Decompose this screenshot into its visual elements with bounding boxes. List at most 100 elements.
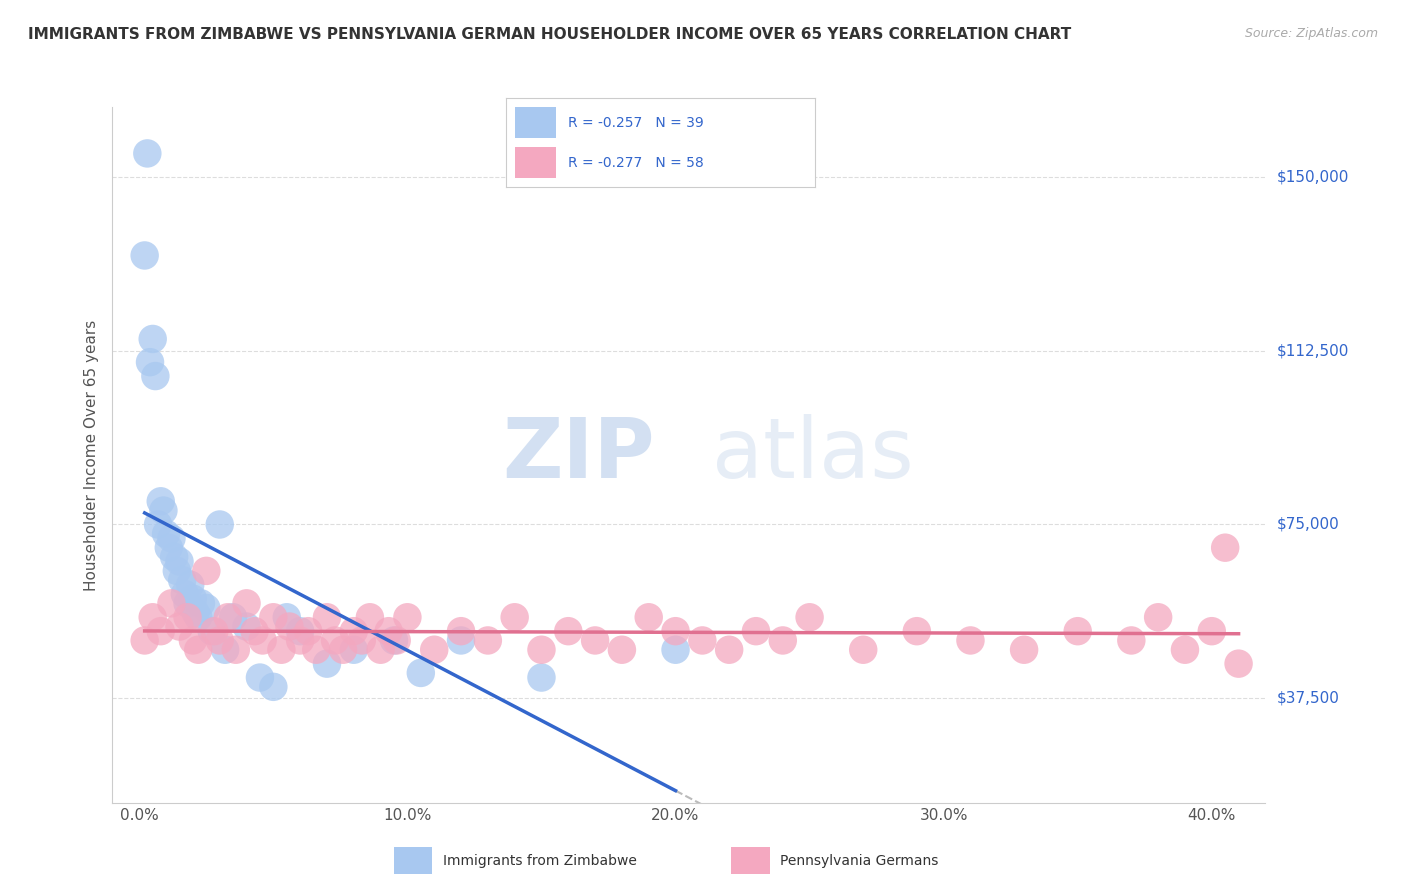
FancyBboxPatch shape	[516, 107, 555, 138]
Point	[905, 624, 928, 639]
Text: $37,500: $37,500	[1277, 691, 1340, 706]
Point	[316, 610, 339, 624]
Point	[772, 633, 794, 648]
Point	[160, 596, 183, 610]
Point	[637, 610, 659, 624]
Point	[692, 633, 714, 648]
Point	[278, 619, 301, 633]
Point	[173, 587, 195, 601]
Point	[1147, 610, 1170, 624]
Point	[288, 624, 311, 639]
Point	[201, 624, 224, 639]
Point	[450, 624, 472, 639]
Point	[332, 642, 354, 657]
Point	[169, 619, 191, 633]
Point	[134, 248, 156, 262]
Point	[187, 642, 209, 657]
Point	[409, 665, 432, 680]
Point	[166, 564, 188, 578]
Point	[214, 642, 236, 657]
Point	[323, 633, 346, 648]
Point	[370, 642, 392, 657]
Point	[176, 596, 198, 610]
Point	[530, 671, 553, 685]
Text: $112,500: $112,500	[1277, 343, 1348, 358]
Point	[359, 610, 381, 624]
Point	[235, 619, 257, 633]
Point	[202, 624, 225, 639]
Point	[195, 564, 218, 578]
Point	[350, 633, 373, 648]
Text: Immigrants from Zimbabwe: Immigrants from Zimbabwe	[443, 854, 637, 868]
Point	[225, 642, 247, 657]
Text: ZIP: ZIP	[502, 415, 654, 495]
Point	[249, 671, 271, 685]
Text: R = -0.277   N = 58: R = -0.277 N = 58	[568, 156, 704, 170]
Point	[243, 624, 266, 639]
Point	[149, 624, 172, 639]
Point	[252, 633, 274, 648]
Text: $150,000: $150,000	[1277, 169, 1348, 184]
Point	[136, 146, 159, 161]
Point	[316, 657, 339, 671]
Point	[160, 532, 183, 546]
Point	[142, 332, 165, 346]
Point	[184, 606, 207, 620]
Y-axis label: Householder Income Over 65 years: Householder Income Over 65 years	[83, 319, 98, 591]
Point	[610, 642, 633, 657]
Point	[187, 610, 209, 624]
Point	[583, 633, 606, 648]
Point	[799, 610, 821, 624]
Point	[139, 355, 162, 369]
Point	[852, 642, 875, 657]
Text: IMMIGRANTS FROM ZIMBABWE VS PENNSYLVANIA GERMAN HOUSEHOLDER INCOME OVER 65 YEARS: IMMIGRANTS FROM ZIMBABWE VS PENNSYLVANIA…	[28, 27, 1071, 42]
Point	[262, 680, 284, 694]
Point	[222, 610, 245, 624]
FancyBboxPatch shape	[731, 847, 770, 874]
Point	[276, 610, 298, 624]
Point	[149, 494, 172, 508]
Point	[157, 541, 180, 555]
Point	[155, 526, 177, 541]
Point	[385, 633, 408, 648]
Point	[235, 596, 257, 610]
Point	[1067, 624, 1090, 639]
Point	[195, 601, 218, 615]
Point	[270, 642, 292, 657]
Point	[745, 624, 768, 639]
Point	[146, 517, 169, 532]
Point	[297, 624, 319, 639]
Point	[1174, 642, 1197, 657]
Point	[718, 642, 741, 657]
Point	[530, 642, 553, 657]
FancyBboxPatch shape	[516, 147, 555, 178]
Point	[190, 596, 212, 610]
Point	[208, 633, 231, 648]
Point	[134, 633, 156, 648]
Point	[423, 642, 446, 657]
Point	[382, 633, 405, 648]
Point	[176, 610, 198, 624]
FancyBboxPatch shape	[394, 847, 433, 874]
Point	[664, 642, 686, 657]
Point	[179, 578, 201, 592]
Point	[181, 633, 204, 648]
Point	[145, 369, 167, 384]
Point	[343, 624, 366, 639]
Point	[1213, 541, 1236, 555]
Point	[503, 610, 526, 624]
Point	[959, 633, 981, 648]
Point	[1121, 633, 1143, 648]
Point	[208, 517, 231, 532]
Point	[142, 610, 165, 624]
Text: Pennsylvania Germans: Pennsylvania Germans	[780, 854, 939, 868]
Text: R = -0.257   N = 39: R = -0.257 N = 39	[568, 116, 704, 130]
Point	[305, 642, 328, 657]
Point	[557, 624, 579, 639]
Text: $75,000: $75,000	[1277, 517, 1340, 532]
Point	[262, 610, 284, 624]
Point	[450, 633, 472, 648]
Point	[664, 624, 686, 639]
Text: atlas: atlas	[711, 415, 914, 495]
Point	[217, 610, 239, 624]
